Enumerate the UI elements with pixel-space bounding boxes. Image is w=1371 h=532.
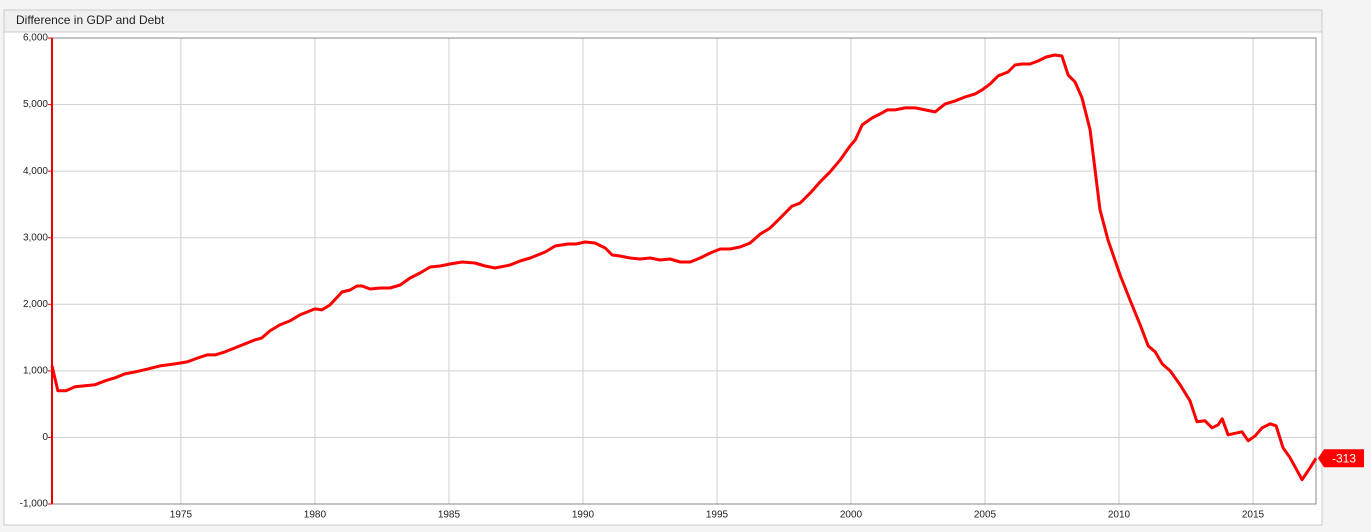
panel: [3, 9, 1323, 526]
chart-title: Difference in GDP and Debt: [16, 13, 165, 27]
x-tick-label: 1995: [706, 510, 729, 521]
y-tick-label: 1,000: [23, 365, 48, 376]
data-line: [50, 53, 1318, 482]
x-tick-label: 1990: [572, 510, 595, 521]
last-value-label: -313: [1332, 451, 1356, 465]
x-tick-label: 2005: [974, 510, 997, 521]
y-tick-label: 6,000: [23, 33, 48, 44]
x-tick-label: 2010: [1108, 510, 1131, 521]
marks: [50, 53, 1318, 482]
x-tick-label: 2015: [1242, 510, 1265, 521]
y-tick-label: -1,000: [20, 499, 49, 510]
y-tick-label: 3,000: [23, 232, 48, 243]
grid: [52, 37, 1316, 505]
x-tick-label: 2000: [840, 510, 863, 521]
y-tick-label: 2,000: [23, 299, 48, 310]
title-bar: [3, 9, 1323, 33]
y-tick-label: 5,000: [23, 99, 48, 110]
last-value-badge: [1318, 449, 1364, 468]
x-tick-label: 1975: [170, 510, 193, 521]
x-tick-label: 1980: [304, 510, 327, 521]
y-tick-label: 0: [42, 432, 48, 443]
x-tick-label: 1985: [438, 510, 461, 521]
y-tick-label: 4,000: [23, 166, 48, 177]
